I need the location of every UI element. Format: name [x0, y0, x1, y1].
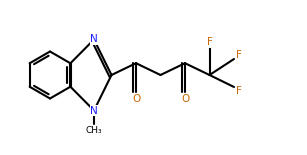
Text: F: F	[236, 86, 242, 96]
Text: F: F	[207, 37, 212, 47]
Text: N: N	[90, 106, 98, 115]
Text: O: O	[181, 94, 189, 104]
Text: O: O	[132, 94, 140, 104]
Text: N: N	[90, 35, 98, 44]
Text: F: F	[236, 50, 242, 60]
Text: CH₃: CH₃	[86, 126, 102, 135]
